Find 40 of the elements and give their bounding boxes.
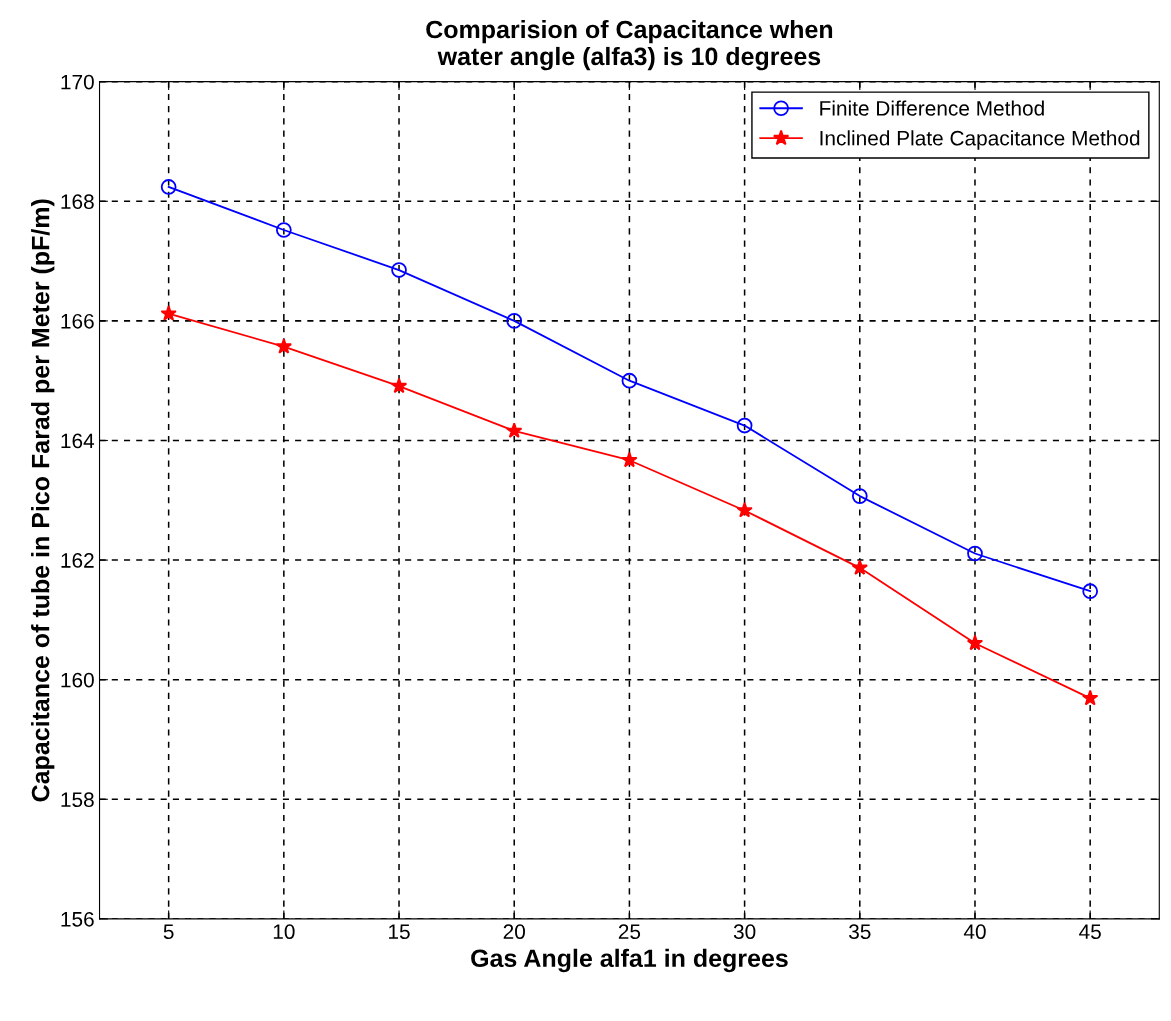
point xyxy=(736,501,753,518)
y-tick-label: 156 xyxy=(61,911,94,927)
legend-label: Inclined Plate Capacitance Method xyxy=(820,130,1140,150)
x-tick-label: 5 xyxy=(163,924,174,940)
point xyxy=(1082,689,1099,706)
y-tick-label: 164 xyxy=(61,433,95,449)
x-tick-label: 35 xyxy=(849,924,871,940)
y-tick-label: 162 xyxy=(61,553,94,568)
chart-title: Comparision of Capacitance when water angle (alfa3) is 10 degrees xyxy=(426,19,833,71)
x-tick-label: 25 xyxy=(618,924,641,940)
point xyxy=(967,545,983,562)
point xyxy=(851,488,868,504)
x-tick-label: 40 xyxy=(963,924,986,940)
point xyxy=(736,417,753,434)
y-tick-label: 158 xyxy=(61,792,94,808)
y-tick-label: 168 xyxy=(61,194,94,210)
point xyxy=(275,338,293,354)
x-tick-label: 30 xyxy=(733,924,756,940)
point xyxy=(621,451,638,468)
point xyxy=(1082,583,1099,600)
point xyxy=(966,634,984,651)
y-tick-label: 166 xyxy=(61,313,94,329)
point xyxy=(506,313,523,329)
x-tick-label: 15 xyxy=(389,924,410,940)
point xyxy=(621,372,638,389)
point xyxy=(391,262,407,278)
x-tick-label: 20 xyxy=(503,924,525,940)
y-axis-title: Capacitance of tube in Pico Farad per Meter (pF/m) xyxy=(31,199,55,802)
point xyxy=(506,422,523,439)
point xyxy=(275,222,292,238)
point xyxy=(160,179,177,195)
x-axis-title: Gas Angle alfa1 in degrees xyxy=(471,948,788,973)
point xyxy=(160,305,177,321)
legend-label: Finite Difference Method xyxy=(820,100,1044,116)
x-tick-label: 45 xyxy=(1079,924,1101,940)
x-tick-label: 10 xyxy=(273,924,295,940)
y-tick-label: 160 xyxy=(61,672,94,688)
point xyxy=(851,559,868,575)
point xyxy=(390,377,408,394)
y-tick-label: 170 xyxy=(61,74,94,90)
